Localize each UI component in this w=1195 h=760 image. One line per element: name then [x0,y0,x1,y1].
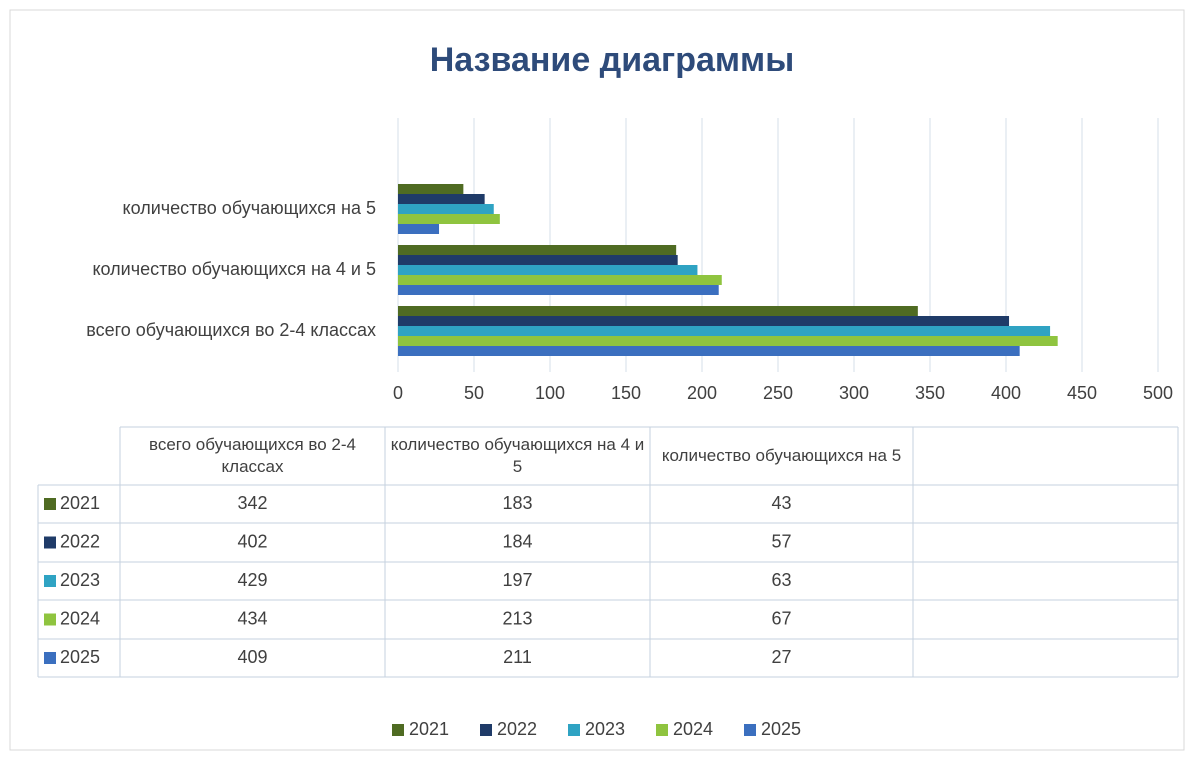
table-header: всего обучающихся во 2-4 классах [149,435,356,476]
x-tick-label: 500 [1143,383,1173,403]
legend-key [568,724,580,736]
table-cell: 211 [503,647,532,667]
table-header: количество обучающихся на 5 [661,446,902,465]
table-row-label: 2025 [60,647,100,667]
bar [398,316,1010,326]
x-tick-label: 350 [915,383,945,403]
table-cell: 183 [502,493,532,513]
bar [398,184,464,194]
bar [398,326,1051,336]
bar [398,265,698,275]
legend-label: 2021 [409,719,449,739]
bar [398,194,485,204]
legend-label: 2025 [761,719,801,739]
table-header-text: всего обучающихся во 2-4 классах [149,435,356,476]
bar [398,245,677,255]
x-tick-label: 0 [393,383,403,403]
table-cell: 213 [502,608,532,628]
table-cell: 409 [237,647,267,667]
table-legend-key [44,498,56,510]
legend-key [392,724,404,736]
table-cell: 63 [771,570,791,590]
x-tick-label: 250 [763,383,793,403]
x-tick-label: 300 [839,383,869,403]
bar [398,275,722,285]
table-row-label: 2021 [60,493,100,513]
legend-key [744,724,756,736]
x-tick-label: 400 [991,383,1021,403]
y-tick-label: количество обучающихся на 5 [123,198,376,218]
table-header: количество обучающихся на 4 и 5 [390,435,645,476]
table-cell: 434 [237,608,267,628]
table-cell: 342 [237,493,267,513]
bar [398,214,500,224]
legend-label: 2024 [673,719,713,739]
table-cell: 27 [771,647,791,667]
table-row-label: 2024 [60,608,100,628]
table-header-text: количество обучающихся на 5 [661,446,902,465]
legend-key [480,724,492,736]
legend-label: 2022 [497,719,537,739]
bar [398,346,1020,356]
x-tick-label: 200 [687,383,717,403]
x-tick-label: 150 [611,383,641,403]
legend-label: 2023 [585,719,625,739]
bar [398,336,1058,346]
bar [398,224,440,234]
table-cell: 197 [502,570,532,590]
table-cell: 402 [237,531,267,551]
bar [398,204,494,214]
chart-title: Название диаграммы [430,41,795,79]
table-cell: 67 [771,608,791,628]
table-legend-key [44,652,56,664]
table-cell: 429 [237,570,267,590]
table-legend-key [44,575,56,587]
x-tick-label: 50 [464,383,484,403]
x-tick-label: 450 [1067,383,1097,403]
y-tick-label: количество обучающихся на 4 и 5 [92,259,376,279]
bar [398,255,678,265]
bar [398,285,719,295]
table-row-label: 2022 [60,531,100,551]
legend-key [656,724,668,736]
table-header-text: количество обучающихся на 4 и 5 [390,435,645,476]
x-tick-label: 100 [535,383,565,403]
table-legend-key [44,613,56,626]
chart-frame [9,9,1185,751]
table-cell: 57 [771,531,791,551]
table-legend-key [44,536,56,549]
table-row-label: 2023 [60,570,100,590]
y-tick-label: всего обучающихся во 2-4 классах [86,320,376,340]
bar [398,306,918,316]
table-cell: 184 [502,531,532,551]
table-cell: 43 [771,493,791,513]
